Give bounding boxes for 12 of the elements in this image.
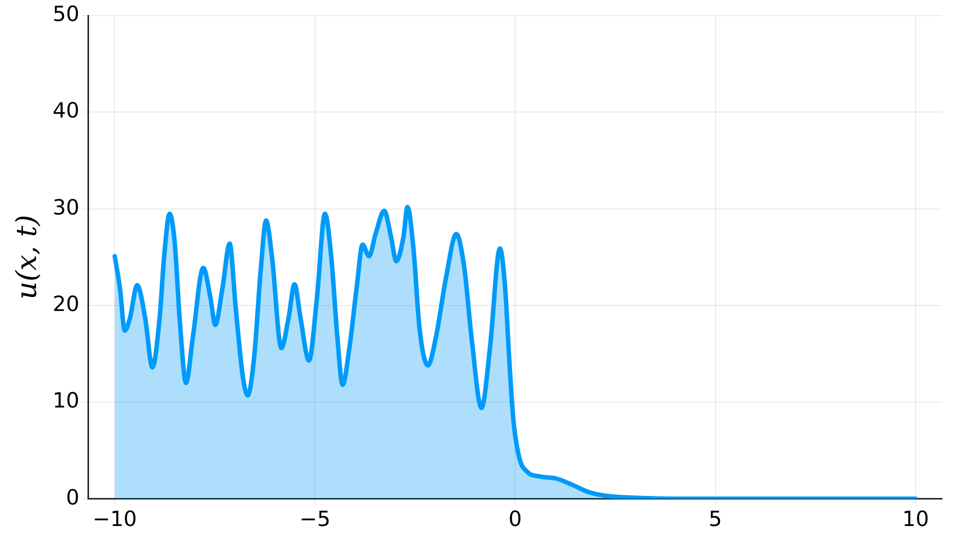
y-axis-title: u(x, t) (10, 214, 44, 300)
x-tick-label: −5 (299, 506, 330, 531)
y-tick-label: 30 (52, 195, 80, 220)
y-tick-label: 10 (52, 388, 80, 413)
y-tick-label: 0 (66, 485, 80, 510)
y-tick-label: 40 (52, 98, 80, 123)
x-tick-label: 5 (708, 506, 722, 531)
x-tick-label: 10 (902, 506, 929, 531)
y-tick-label: 50 (52, 2, 80, 26)
y-tick-label: 20 (52, 292, 80, 316)
x-tick-label: 0 (508, 506, 522, 531)
x-tick-label: −10 (92, 506, 137, 531)
